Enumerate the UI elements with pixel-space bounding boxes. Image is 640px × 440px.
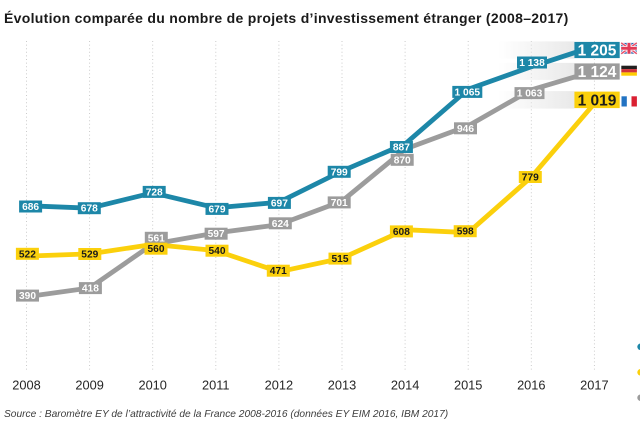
svg-text:887: 887 [393,143,410,154]
svg-text:728: 728 [146,187,163,198]
svg-text:1 138: 1 138 [519,58,545,69]
svg-text:799: 799 [331,167,348,178]
svg-text:598: 598 [457,227,474,238]
svg-text:471: 471 [270,266,287,277]
svg-text:515: 515 [332,254,349,265]
svg-text:390: 390 [19,291,36,302]
svg-text:679: 679 [209,204,226,215]
svg-text:678: 678 [81,204,98,215]
svg-text:2016: 2016 [517,377,545,392]
svg-text:2012: 2012 [265,377,293,392]
svg-text:597: 597 [208,229,225,240]
svg-text:522: 522 [19,249,36,260]
svg-text:529: 529 [81,250,98,261]
svg-text:1 124: 1 124 [578,64,617,81]
svg-text:2008: 2008 [12,377,40,392]
svg-text:2011: 2011 [202,377,230,392]
svg-text:1 019: 1 019 [578,93,617,110]
svg-text:2013: 2013 [328,377,356,392]
svg-text:2010: 2010 [138,377,166,392]
svg-text:697: 697 [271,198,288,209]
svg-text:701: 701 [331,198,348,209]
svg-text:418: 418 [82,284,99,295]
svg-text:560: 560 [148,244,165,255]
svg-text:Source : Baromètre EY de l’att: Source : Baromètre EY de l’attractivité … [4,409,448,420]
svg-text:540: 540 [209,246,226,257]
svg-text:624: 624 [272,219,289,230]
svg-text:870: 870 [394,155,411,166]
svg-text:946: 946 [457,124,474,135]
svg-text:1 063: 1 063 [517,89,543,100]
svg-text:2009: 2009 [75,377,103,392]
svg-text:1 065: 1 065 [455,87,481,98]
svg-text:779: 779 [522,173,539,184]
svg-text:1 205: 1 205 [578,43,617,60]
svg-text:2017: 2017 [580,377,608,392]
svg-text:686: 686 [22,202,39,213]
svg-text:561: 561 [148,233,165,244]
svg-text:2015: 2015 [454,377,482,392]
svg-text:2014: 2014 [391,377,419,392]
svg-text:608: 608 [393,227,410,238]
